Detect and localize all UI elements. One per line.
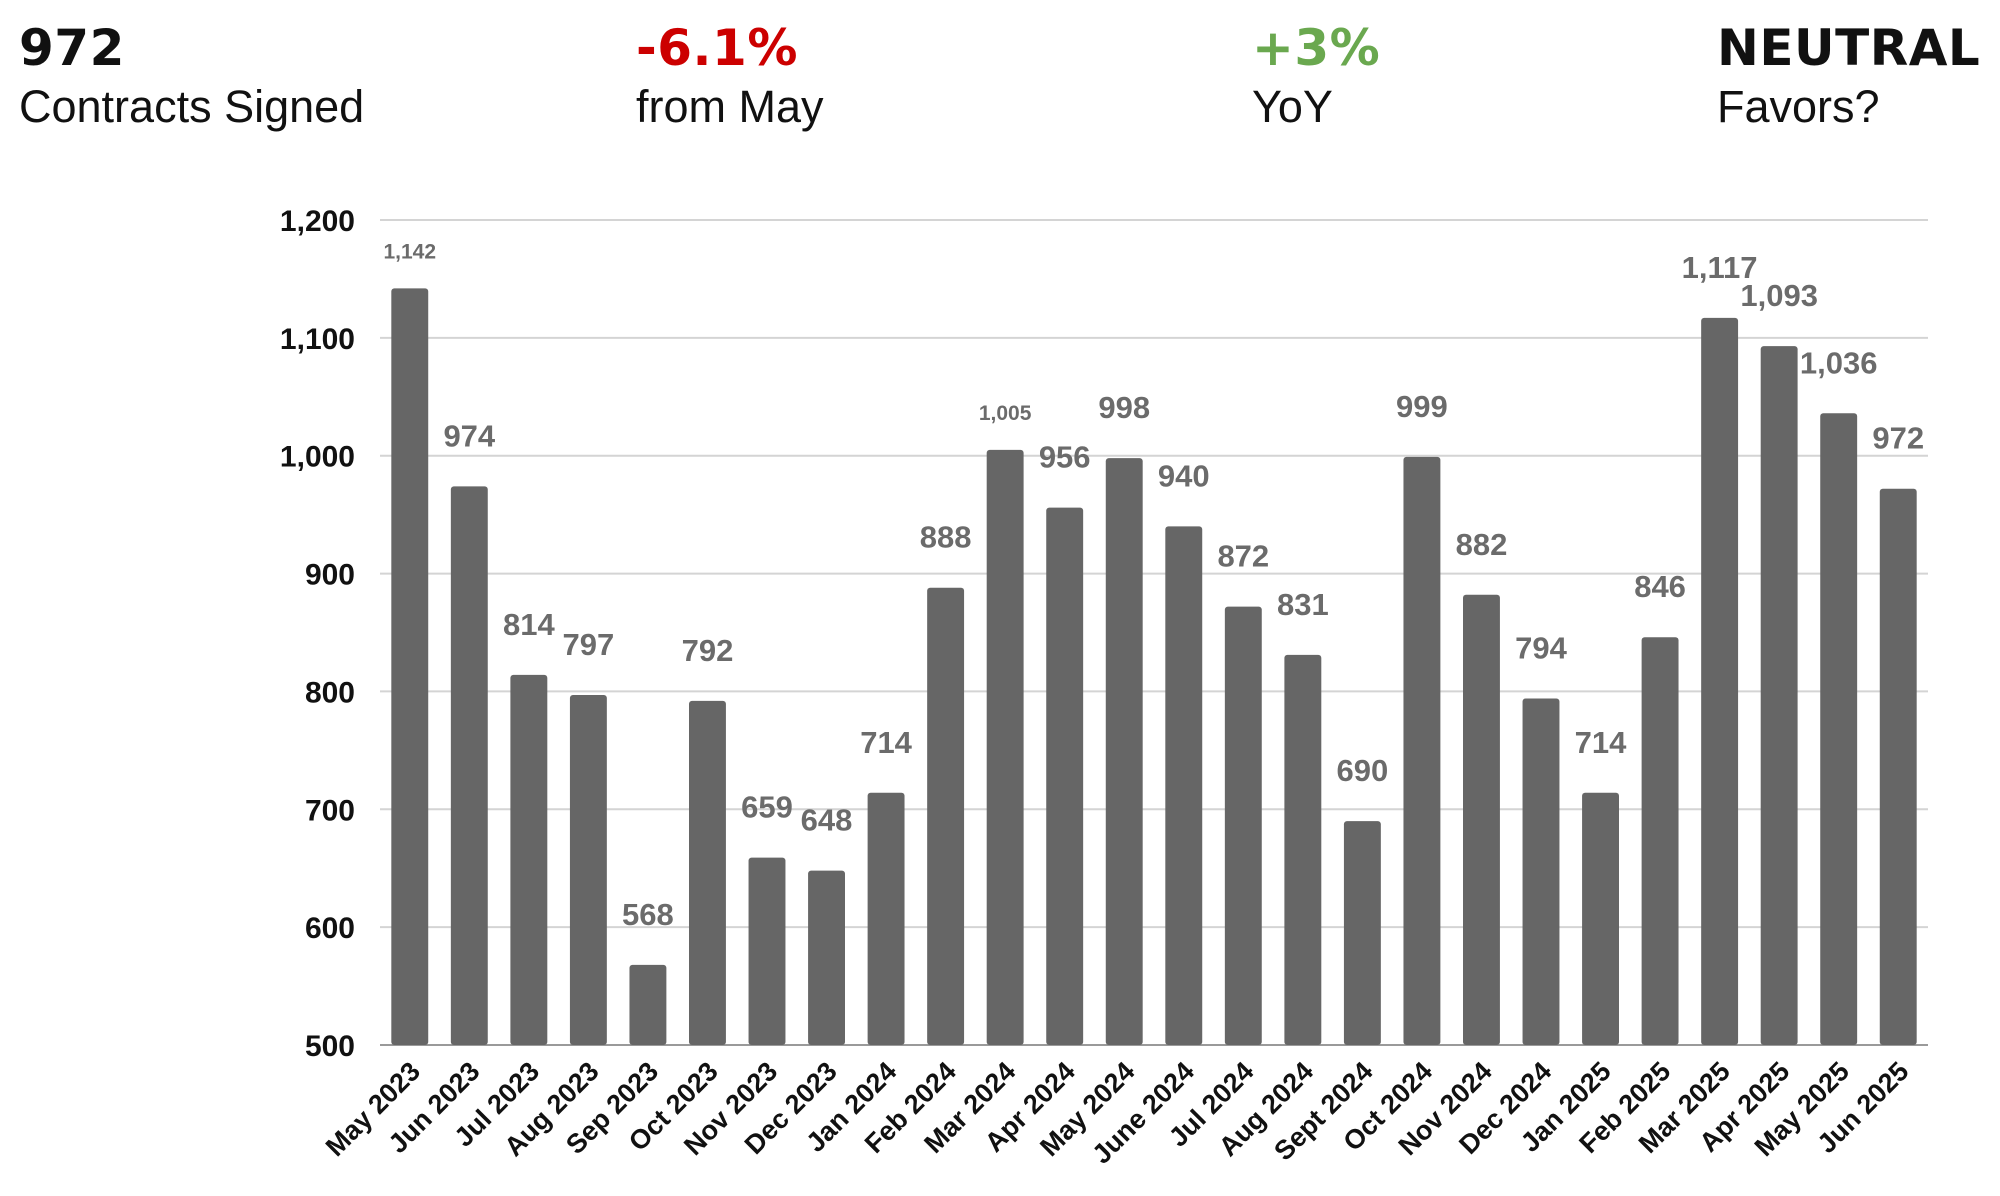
data-label: 831 bbox=[1277, 587, 1329, 622]
y-tick-label: 500 bbox=[305, 1030, 355, 1063]
kpi-sentiment: NEUTRAL Favors? bbox=[1717, 18, 1980, 136]
bar bbox=[986, 449, 1024, 1046]
kpi-monthly-change-value: -6.1% bbox=[636, 19, 798, 77]
data-label: 999 bbox=[1396, 389, 1448, 424]
data-label: 648 bbox=[801, 803, 853, 838]
data-label: 568 bbox=[622, 897, 674, 932]
data-label: 714 bbox=[1575, 725, 1627, 760]
data-label: 882 bbox=[1456, 527, 1508, 562]
bar bbox=[1105, 458, 1143, 1046]
bar bbox=[450, 486, 488, 1045]
kpi-yoy-change: +3% YoY bbox=[1252, 18, 1380, 136]
bar bbox=[391, 288, 429, 1045]
data-label: 714 bbox=[860, 725, 912, 760]
bar bbox=[1224, 606, 1262, 1045]
bar bbox=[1760, 346, 1798, 1045]
kpi-monthly-change-label: from May bbox=[636, 81, 824, 132]
data-label: 1,036 bbox=[1800, 345, 1878, 380]
y-tick-label: 700 bbox=[305, 794, 355, 827]
bar bbox=[629, 964, 667, 1045]
data-label: 1,142 bbox=[383, 240, 436, 263]
data-label: 1,117 bbox=[1682, 250, 1758, 285]
y-tick-label: 1,000 bbox=[280, 441, 355, 474]
data-label: 972 bbox=[1872, 421, 1924, 456]
bar bbox=[1701, 317, 1739, 1046]
kpi-contracts-label: Contracts Signed bbox=[19, 81, 365, 132]
y-tick-label: 800 bbox=[305, 676, 355, 709]
data-label: 814 bbox=[503, 607, 555, 642]
kpi-yoy-label: YoY bbox=[1252, 81, 1333, 132]
bar bbox=[867, 792, 905, 1045]
bar bbox=[1522, 698, 1560, 1045]
data-label: 690 bbox=[1337, 753, 1389, 788]
bar bbox=[1343, 821, 1381, 1045]
data-label: 846 bbox=[1634, 569, 1686, 604]
kpi-contracts-signed: 972 Contracts Signed bbox=[19, 18, 364, 136]
data-label: 659 bbox=[741, 790, 793, 825]
y-tick-label: 1,200 bbox=[280, 205, 355, 238]
kpi-yoy-value: +3% bbox=[1252, 19, 1381, 77]
bar bbox=[1879, 488, 1917, 1045]
data-label: 998 bbox=[1098, 390, 1150, 425]
data-label: 1,005 bbox=[979, 402, 1032, 425]
bar bbox=[1165, 526, 1203, 1045]
data-label: 792 bbox=[682, 633, 734, 668]
data-label: 794 bbox=[1515, 631, 1567, 666]
bar bbox=[808, 870, 845, 1045]
kpi-sentiment-label: Favors? bbox=[1717, 81, 1880, 132]
bar bbox=[569, 694, 607, 1045]
y-axis-ticks: 500 600 700 800 900 1,000 1,100 1,200 bbox=[280, 205, 355, 1063]
bar bbox=[1463, 594, 1500, 1045]
kpi-sentiment-value: NEUTRAL bbox=[1717, 19, 1981, 77]
bar bbox=[927, 587, 965, 1045]
data-label: 888 bbox=[920, 520, 972, 555]
bar bbox=[689, 700, 726, 1045]
y-tick-label: 900 bbox=[305, 559, 355, 592]
bar bbox=[1641, 637, 1679, 1045]
bar bbox=[748, 857, 786, 1045]
bar bbox=[1403, 456, 1441, 1046]
data-label: 1,093 bbox=[1740, 278, 1818, 313]
bar bbox=[510, 674, 548, 1045]
bars bbox=[391, 288, 1917, 1046]
bar bbox=[1820, 413, 1858, 1045]
data-label: 940 bbox=[1158, 458, 1210, 493]
kpi-monthly-change: -6.1% from May bbox=[636, 18, 824, 136]
data-label: 956 bbox=[1039, 440, 1091, 475]
data-label: 872 bbox=[1217, 539, 1269, 574]
bar bbox=[1582, 792, 1619, 1045]
data-label: 797 bbox=[563, 627, 615, 662]
bar bbox=[1046, 507, 1084, 1046]
data-label: 974 bbox=[443, 418, 495, 453]
y-tick-label: 1,100 bbox=[280, 323, 355, 356]
y-tick-label: 600 bbox=[305, 912, 355, 945]
kpi-contracts-value: 972 bbox=[19, 19, 125, 77]
bar bbox=[1284, 654, 1322, 1045]
